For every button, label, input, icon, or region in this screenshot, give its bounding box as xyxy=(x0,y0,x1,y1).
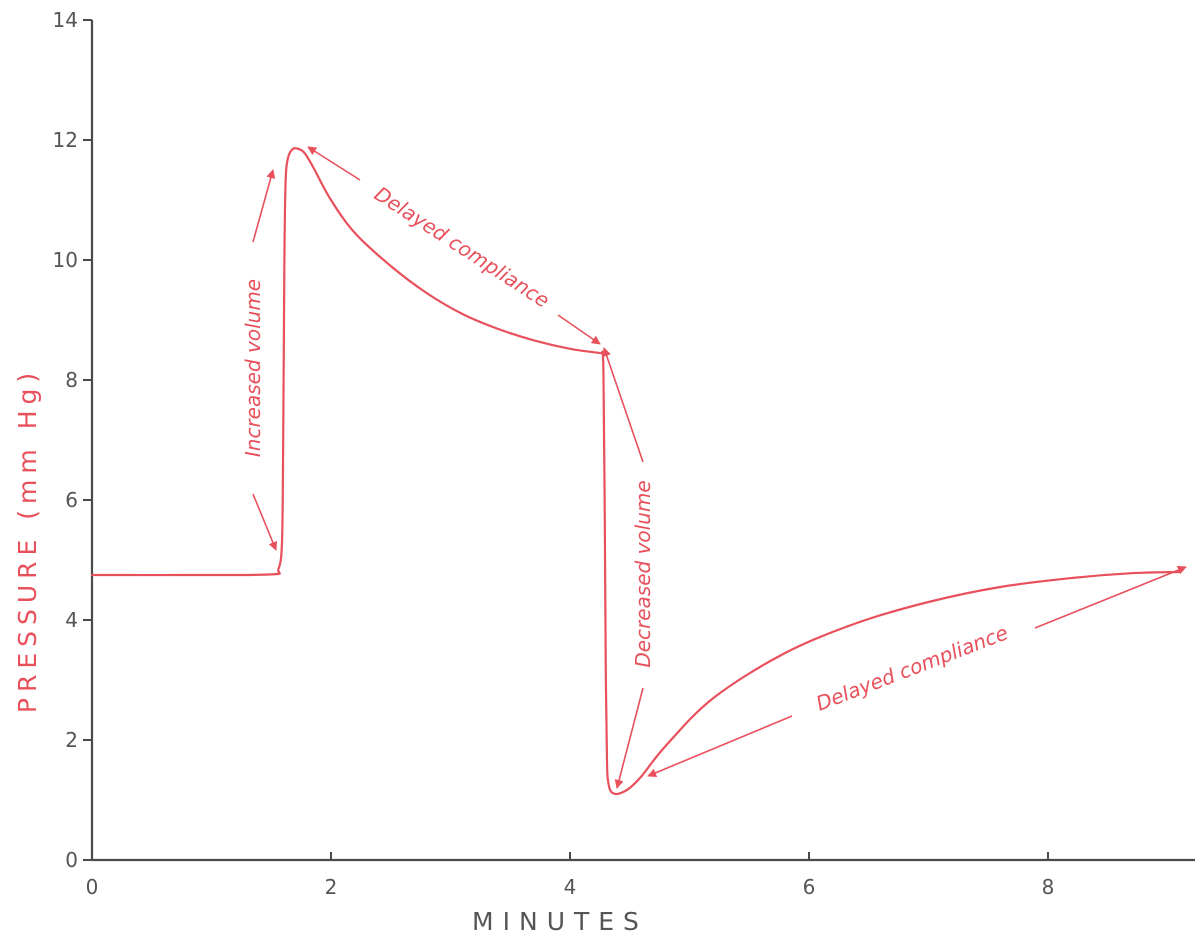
x-tick-label: 0 xyxy=(86,875,99,899)
decreased-volume-arrow-down xyxy=(614,687,644,789)
pressure-curve xyxy=(90,147,1181,796)
y-tick-label: 14 xyxy=(53,8,78,32)
x-tick-label: 4 xyxy=(564,875,577,899)
x-tick-label: 6 xyxy=(803,875,816,899)
annotation-decreased-volume: Decreased volume xyxy=(631,480,655,667)
x-axis-title: MINUTES xyxy=(472,907,648,936)
axes xyxy=(90,20,1195,862)
increased-volume-arrow-down xyxy=(252,493,278,551)
increased-volume-arrow-up xyxy=(252,169,276,243)
annotation-increased-volume: Increased volume xyxy=(241,279,265,457)
y-tick-label: 8 xyxy=(65,368,78,392)
y-tick-label: 10 xyxy=(53,248,78,272)
y-tick-label: 6 xyxy=(65,488,78,512)
annotation-delayed-compliance-1: Delayed compliance xyxy=(370,182,554,313)
y-tick-label: 4 xyxy=(65,608,78,632)
ticks: 0 2 4 6 8 0 2 4 6 8 10 12 14 xyxy=(53,8,1055,899)
annotations: Increased volume Delayed compliance Decr… xyxy=(241,146,1187,789)
x-tick-label: 2 xyxy=(325,875,338,899)
y-tick-label: 2 xyxy=(65,728,78,752)
y-axis-title: PRESSURE (mm Hg) xyxy=(13,367,42,713)
annotation-delayed-compliance-2: Delayed compliance xyxy=(813,620,1012,715)
y-tick-label: 12 xyxy=(53,128,78,152)
x-tick-label: 8 xyxy=(1042,875,1055,899)
delayed-compliance-1-arrow-left xyxy=(307,146,361,181)
y-tick-label: 0 xyxy=(65,848,78,872)
decreased-volume-arrow-up xyxy=(602,347,644,463)
delayed-compliance-1-arrow-right xyxy=(557,314,601,345)
delayed-compliance-2-arrow-right xyxy=(1034,565,1187,629)
delayed-compliance-2-arrow-left xyxy=(647,715,793,778)
